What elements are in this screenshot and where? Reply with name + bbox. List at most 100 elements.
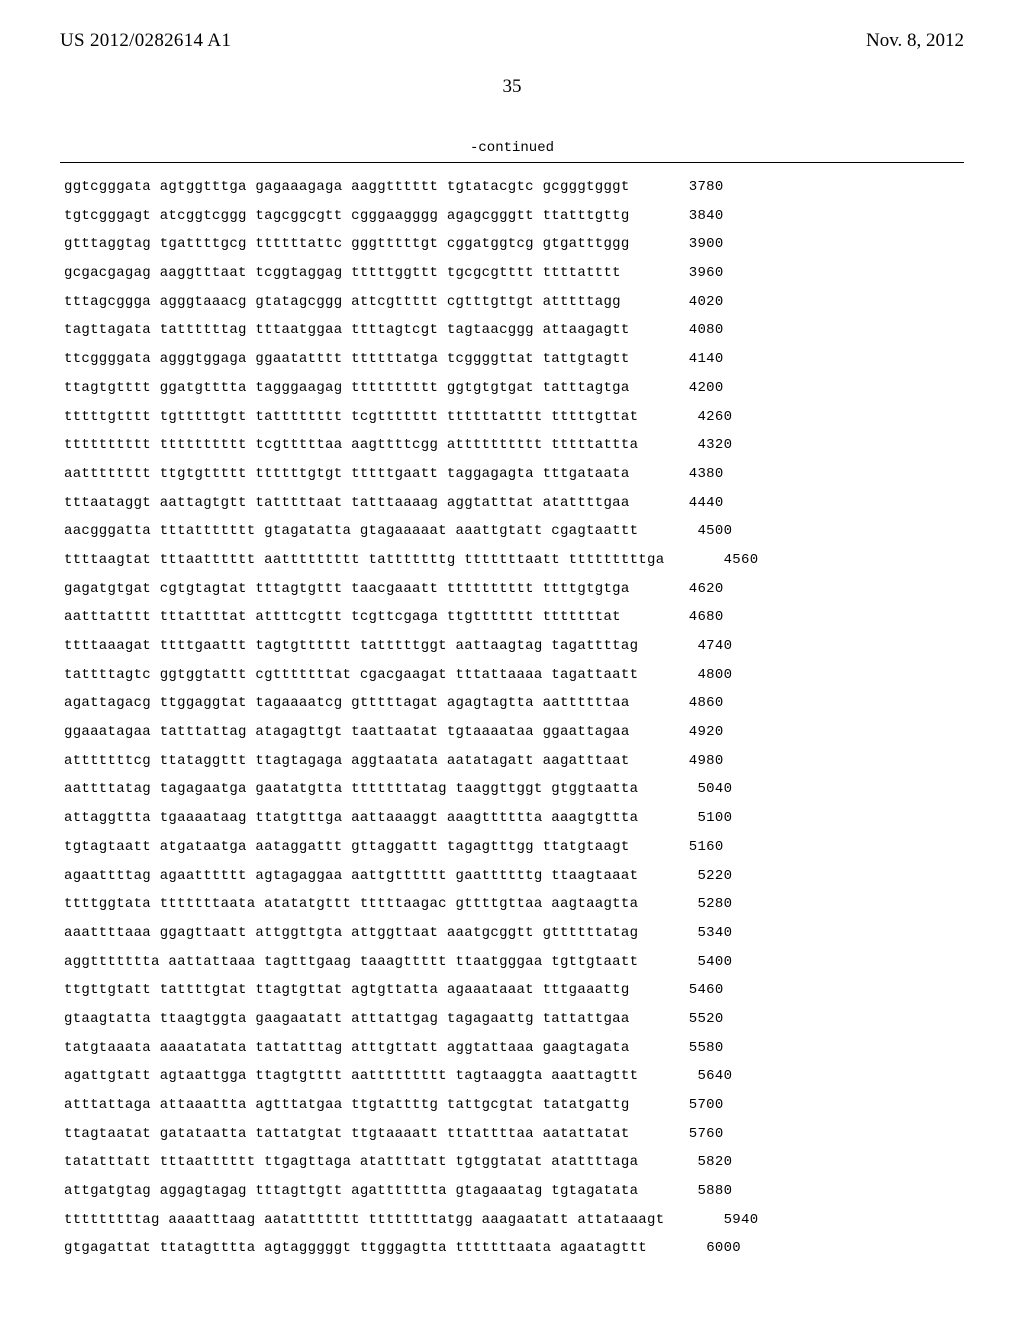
sequence-position: 4980	[654, 747, 724, 776]
sequence-row: attaggttta tgaaaataag ttatgtttga aattaaa…	[64, 804, 964, 833]
sequence-position: 4620	[654, 575, 724, 604]
sequence-position: 5040	[662, 775, 732, 804]
sequence-text: tattttagtc ggtggtattt cgtttttttat cgacga…	[64, 667, 638, 683]
continued-label: -continued	[60, 140, 964, 156]
sequence-text: ttgttgtatt tattttgtat ttagtgttat agtgtta…	[64, 982, 630, 998]
sequence-text: ttagtaatat gatataatta tattatgtat ttgtaaa…	[64, 1126, 630, 1142]
sequence-text: tttaataggt aattagtgtt tatttttaat tatttaa…	[64, 495, 630, 511]
sequence-row: aaattttaaa ggagttaatt attggttgta attggtt…	[64, 919, 964, 948]
page-number: 35	[60, 76, 964, 98]
sequence-position: 5520	[654, 1005, 724, 1034]
sequence-position: 3900	[654, 230, 724, 259]
sequence-position: 4320	[662, 431, 732, 460]
sequence-row: gagatgtgat cgtgtagtat tttagtgttt taacgaa…	[64, 575, 964, 604]
sequence-position: 4020	[654, 288, 724, 317]
sequence-text: ggaaatagaa tatttattag atagagttgt taattaa…	[64, 724, 630, 740]
publication-date: Nov. 8, 2012	[866, 30, 964, 52]
sequence-position: 5400	[662, 948, 732, 977]
sequence-row: tgtcgggagt atcggtcggg tagcggcgtt cgggaag…	[64, 202, 964, 231]
sequence-position: 5280	[662, 890, 732, 919]
sequence-row: agattagacg ttggaggtat tagaaaatcg gttttta…	[64, 689, 964, 718]
sequence-text: aacgggatta tttattttttt gtagatatta gtagaa…	[64, 523, 638, 539]
sequence-text: ttcggggata agggtggaga ggaatatttt tttttta…	[64, 351, 630, 367]
sequence-row: gtttaggtag tgattttgcg ttttttattc gggtttt…	[64, 230, 964, 259]
sequence-position: 5940	[688, 1206, 758, 1235]
patent-page: US 2012/0282614 A1 Nov. 8, 2012 35 -cont…	[0, 0, 1024, 1303]
sequence-text: ttttaaagat ttttgaattt tagtgtttttt tatttt…	[64, 638, 638, 654]
sequence-text: tttttgtttt tgtttttgtt tatttttttt tcgtttt…	[64, 409, 638, 425]
sequence-text: gcgacgagag aaggtttaat tcggtaggag tttttgg…	[64, 265, 630, 281]
sequence-text: tatatttatt tttaatttttt ttgagttaga atattt…	[64, 1154, 638, 1170]
sequence-row: aacgggatta tttattttttt gtagatatta gtagaa…	[64, 517, 964, 546]
sequence-text: gtgagattat ttatagtttta agtagggggt ttggga…	[64, 1240, 647, 1256]
sequence-row: agattgtatt agtaattgga ttagtgtttt aattttt…	[64, 1062, 964, 1091]
sequence-row: tttttgtttt tgtttttgtt tatttttttt tcgtttt…	[64, 403, 964, 432]
sequence-text: gagatgtgat cgtgtagtat tttagtgttt taacgaa…	[64, 581, 630, 597]
sequence-row: gtgagattat ttatagtttta agtagggggt ttggga…	[64, 1234, 964, 1263]
sequence-position: 3840	[654, 202, 724, 231]
header-row: US 2012/0282614 A1 Nov. 8, 2012	[60, 30, 964, 52]
sequence-row: gcgacgagag aaggtttaat tcggtaggag tttttgg…	[64, 259, 964, 288]
sequence-row: ttgttgtatt tattttgtat ttagtgttat agtgtta…	[64, 976, 964, 1005]
sequence-text: attgatgtag aggagtagag tttagttgtt agatttt…	[64, 1183, 638, 1199]
sequence-text: agaattttag agaatttttt agtagaggaa aattgtt…	[64, 868, 638, 884]
sequence-position: 4080	[654, 316, 724, 345]
sequence-row: ttttaagtat tttaatttttt aattttttttt tattt…	[64, 546, 964, 575]
sequence-position: 5460	[654, 976, 724, 1005]
sequence-text: ttttggtata tttttttaata atatatgttt ttttta…	[64, 896, 638, 912]
sequence-text: agattagacg ttggaggtat tagaaaatcg gttttta…	[64, 695, 630, 711]
sequence-row: ttagtgtttt ggatgtttta tagggaagag ttttttt…	[64, 374, 964, 403]
sequence-text: aattttatag tagagaatga gaatatgtta ttttttt…	[64, 781, 638, 797]
sequence-text: atttattaga attaaattta agtttatgaa ttgtatt…	[64, 1097, 630, 1113]
sequence-text: aggttttttta aattattaaa tagtttgaag taaagt…	[64, 954, 638, 970]
sequence-position: 5100	[662, 804, 732, 833]
sequence-text: tttagcggga agggtaaacg gtatagcggg attcgtt…	[64, 294, 630, 310]
sequence-text: tttttttttag aaaatttaag aatattttttt ttttt…	[64, 1212, 664, 1228]
sequence-position: 4920	[654, 718, 724, 747]
sequence-row: ggtcgggata agtggtttga gagaaagaga aaggttt…	[64, 173, 964, 202]
sequence-text: gtaagtatta ttaagtggta gaagaatatt atttatt…	[64, 1011, 630, 1027]
sequence-position: 5220	[662, 862, 732, 891]
sequence-position: 5820	[662, 1148, 732, 1177]
sequence-row: aggttttttta aattattaaa tagtttgaag taaagt…	[64, 948, 964, 977]
sequence-row: tatgtaaata aaaatatata tattatttag atttgtt…	[64, 1034, 964, 1063]
sequence-row: attgatgtag aggagtagag tttagttgtt agatttt…	[64, 1177, 964, 1206]
sequence-text: ttttaagtat tttaatttttt aattttttttt tattt…	[64, 552, 664, 568]
sequence-text: agattgtatt agtaattgga ttagtgtttt aattttt…	[64, 1068, 638, 1084]
sequence-position: 5700	[654, 1091, 724, 1120]
sequence-text: attaggttta tgaaaataag ttatgtttga aattaaa…	[64, 810, 638, 826]
sequence-row: tttttttttt tttttttttt tcgtttttaa aagtttt…	[64, 431, 964, 460]
sequence-text: gtttaggtag tgattttgcg ttttttattc gggtttt…	[64, 236, 630, 252]
sequence-row: tagttagata tattttttag tttaatggaa ttttagt…	[64, 316, 964, 345]
sequence-text: aatttttttt ttgtgttttt ttttttgtgt tttttga…	[64, 466, 630, 482]
sequence-position: 3780	[654, 173, 724, 202]
sequence-position: 4680	[654, 603, 724, 632]
sequence-position: 4500	[662, 517, 732, 546]
sequence-text: tgtcgggagt atcggtcggg tagcggcgtt cgggaag…	[64, 208, 630, 224]
sequence-row: ttttggtata tttttttaata atatatgttt ttttta…	[64, 890, 964, 919]
sequence-row: tgtagtaatt atgataatga aataggattt gttagga…	[64, 833, 964, 862]
sequence-row: ggaaatagaa tatttattag atagagttgt taattaa…	[64, 718, 964, 747]
sequence-position: 4560	[688, 546, 758, 575]
sequence-position: 5160	[654, 833, 724, 862]
sequence-text: aatttatttt tttattttat attttcgttt tcgttcg…	[64, 609, 630, 625]
publication-number: US 2012/0282614 A1	[60, 30, 231, 52]
sequence-text: aaattttaaa ggagttaatt attggttgta attggtt…	[64, 925, 638, 941]
sequence-text: atttttttcg ttataggttt ttagtagaga aggtaat…	[64, 753, 630, 769]
sequence-position: 5640	[662, 1062, 732, 1091]
sequence-position: 4380	[654, 460, 724, 489]
sequence-position: 5340	[662, 919, 732, 948]
sequence-row: aatttttttt ttgtgttttt ttttttgtgt tttttga…	[64, 460, 964, 489]
sequence-text: ttagtgtttt ggatgtttta tagggaagag ttttttt…	[64, 380, 630, 396]
sequence-row: tatatttatt tttaatttttt ttgagttaga atattt…	[64, 1148, 964, 1177]
sequence-row: atttattaga attaaattta agtttatgaa ttgtatt…	[64, 1091, 964, 1120]
sequence-row: atttttttcg ttataggttt ttagtagaga aggtaat…	[64, 747, 964, 776]
sequence-row: tttaataggt aattagtgtt tatttttaat tatttaa…	[64, 489, 964, 518]
sequence-row: tttagcggga agggtaaacg gtatagcggg attcgtt…	[64, 288, 964, 317]
sequence-text: tatgtaaata aaaatatata tattatttag atttgtt…	[64, 1040, 630, 1056]
sequence-position: 4800	[662, 661, 732, 690]
sequence-row: agaattttag agaatttttt agtagaggaa aattgtt…	[64, 862, 964, 891]
sequence-row: aattttatag tagagaatga gaatatgtta ttttttt…	[64, 775, 964, 804]
sequence-position: 4260	[662, 403, 732, 432]
sequence-row: ttttaaagat ttttgaattt tagtgtttttt tatttt…	[64, 632, 964, 661]
